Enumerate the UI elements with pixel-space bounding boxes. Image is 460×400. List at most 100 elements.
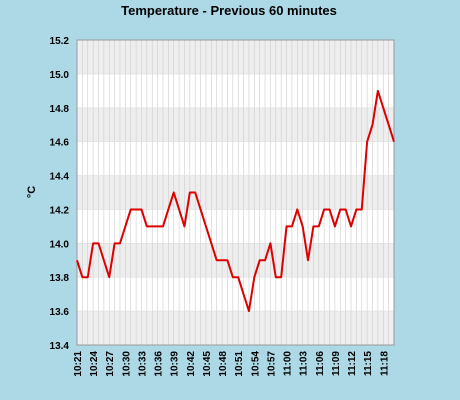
plot-border [76, 39, 395, 346]
data-point [151, 225, 153, 227]
data-point [318, 225, 320, 227]
data-point [76, 259, 78, 261]
y-tick-label: 14.4 [50, 172, 70, 183]
x-tick-label: 11:06 [315, 351, 326, 376]
x-tick-label: 11:03 [299, 351, 310, 376]
data-point [393, 141, 395, 143]
data-point [140, 208, 142, 210]
data-point [189, 192, 191, 194]
y-tick-label: 14.2 [50, 205, 70, 216]
y-tick-label: 15.0 [50, 70, 70, 81]
data-point [200, 208, 202, 210]
data-point [312, 225, 314, 227]
x-tick-label: 10:30 [121, 351, 132, 377]
temperature-series-line [76, 89, 395, 313]
data-point [323, 208, 325, 210]
data-point [361, 208, 363, 210]
data-point [345, 208, 347, 210]
plot-band [77, 311, 394, 345]
data-point [216, 259, 218, 261]
data-point [329, 208, 331, 210]
y-tick-label: 14.0 [50, 239, 70, 250]
x-tick-label: 10:51 [234, 351, 245, 377]
data-point [114, 242, 116, 244]
plot-band [77, 175, 394, 210]
series-layer [76, 89, 395, 313]
y-tick-label: 13.8 [50, 273, 70, 284]
data-point [377, 90, 379, 92]
x-tick-label: 10:48 [218, 351, 229, 377]
data-point [307, 259, 309, 261]
data-point [253, 276, 255, 278]
data-point [205, 225, 207, 227]
data-point [92, 242, 94, 244]
x-tick-label: 10:42 [186, 351, 197, 377]
x-axis-ticks: 10:21 10:24 10:27 10:30 10:33 10:36 10:39 10:42… [73, 351, 390, 377]
x-tick-label: 10:36 [154, 351, 165, 377]
data-point [124, 225, 126, 227]
x-tick-label: 10:33 [137, 351, 148, 377]
y-axis-ticks: 13.4 13.6 13.8 14.0 14.2 14.4 14.6 14.8 15.0 15.2 [50, 36, 70, 352]
y-tick-label: 14.8 [50, 104, 70, 115]
data-point [350, 225, 352, 227]
plot-area [76, 39, 395, 346]
data-point [264, 259, 266, 261]
data-point [146, 225, 148, 227]
data-point [302, 225, 304, 227]
data-point [108, 276, 110, 278]
data-point [167, 208, 169, 210]
data-point [183, 225, 185, 227]
data-point [280, 276, 282, 278]
data-point [130, 208, 132, 210]
data-point [286, 225, 288, 227]
data-point [97, 242, 99, 244]
x-tick-label: 10:45 [202, 351, 213, 377]
data-point [259, 259, 261, 261]
data-point [275, 276, 277, 278]
data-point [135, 208, 137, 210]
data-point [237, 276, 239, 278]
plot-band [77, 243, 394, 278]
data-point [178, 208, 180, 210]
data-point [162, 225, 164, 227]
data-point [339, 208, 341, 210]
data-point [119, 242, 121, 244]
data-point [194, 192, 196, 194]
x-tick-label: 10:27 [105, 351, 116, 377]
chart-title: Temperature - Previous 60 minutes [121, 3, 337, 18]
x-tick-label: 10:24 [89, 351, 100, 377]
x-tick-label: 11:09 [331, 351, 342, 376]
y-tick-label: 15.2 [50, 36, 70, 47]
data-point [296, 208, 298, 210]
x-tick-label: 11:15 [363, 351, 374, 376]
data-point [226, 259, 228, 261]
plot-bands [77, 40, 394, 345]
data-point [221, 259, 223, 261]
data-point [157, 225, 159, 227]
x-tick-label: 11:12 [347, 351, 358, 376]
x-tick-label: 11:00 [283, 351, 294, 376]
data-point [81, 276, 83, 278]
x-tick-label: 10:57 [266, 351, 277, 377]
x-tick-label: 11:18 [379, 351, 390, 376]
x-tick-label: 10:54 [250, 351, 261, 377]
data-point [243, 293, 245, 295]
data-point [210, 242, 212, 244]
data-point [87, 276, 89, 278]
y-tick-label: 13.6 [50, 307, 70, 318]
data-point [173, 192, 175, 194]
data-point [103, 259, 105, 261]
data-point [388, 124, 390, 126]
data-point [355, 208, 357, 210]
data-point [372, 124, 374, 126]
x-tick-label: 10:39 [170, 351, 181, 377]
y-axis-label: °C [26, 186, 38, 198]
x-tick-label: 10:21 [73, 351, 84, 377]
plot-band [77, 40, 394, 74]
data-point [248, 310, 250, 312]
data-point [291, 225, 293, 227]
data-point [382, 107, 384, 109]
data-point [366, 141, 368, 143]
